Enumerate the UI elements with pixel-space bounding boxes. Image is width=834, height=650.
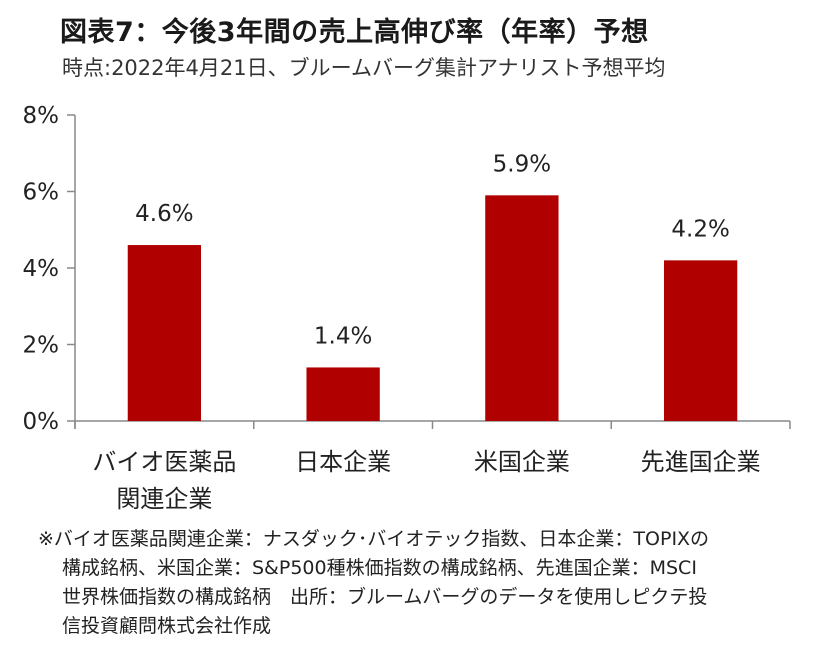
category-label: 先進国企業 — [641, 448, 761, 476]
data-label: 1.4% — [314, 323, 372, 349]
y-tick-label: 0% — [23, 409, 60, 435]
footnote-line: 構成銘柄、米国企業：S&P500種株価指数の構成銘柄、先進国企業：MSCI — [62, 557, 697, 579]
data-label: 4.2% — [671, 216, 729, 242]
category-label: 米国企業 — [474, 448, 570, 476]
x-axis — [74, 420, 791, 429]
y-tick-label: 4% — [23, 256, 60, 282]
y-tick-label: 2% — [23, 333, 60, 359]
y-tick-label: 8% — [23, 103, 60, 129]
bars — [127, 195, 738, 421]
data-label: 5.9% — [493, 151, 551, 177]
bar — [663, 260, 738, 421]
category-label: バイオ医薬品 — [92, 448, 236, 476]
category-label: 関連企業 — [116, 485, 212, 513]
y-tick-label: 6% — [23, 180, 60, 206]
category-labels: バイオ医薬品関連企業 日本企業 米国企業 先進国企業 — [92, 448, 760, 513]
chart-title: 図表7：今後3年間の売上高伸び率（年率）予想 — [60, 17, 649, 48]
footnote-line: ※バイオ医薬品関連企業：ナスダック･バイオテック指数、日本企業：TOPIXの — [38, 528, 710, 550]
bar — [306, 367, 380, 421]
bar-chart: 0% 2% 4% 6% 8% 4.6% 1.4% 5.9% 4.2% バイオ医薬品関連企業 日本… — [23, 103, 791, 513]
bar — [127, 245, 202, 421]
footnote-line: 世界株価指数の構成銘柄 出所：ブルームバーグのデータを使用しピクテ投 — [62, 586, 708, 608]
bar — [485, 195, 559, 421]
data-labels: 4.6% 1.4% 5.9% 4.2% — [135, 151, 730, 349]
data-label: 4.6% — [135, 201, 193, 227]
footnote-line: 信投資顧問株式会社作成 — [62, 615, 272, 637]
y-axis: 0% 2% 4% 6% 8% — [23, 103, 76, 435]
chart-subtitle: 時点:2022年4月21日、ブルームバーグ集計アナリスト予想平均 — [62, 56, 666, 80]
category-label: 日本企業 — [295, 448, 391, 476]
footnote: ※バイオ医薬品関連企業：ナスダック･バイオテック指数、日本企業：TOPIXの 構… — [38, 525, 818, 641]
